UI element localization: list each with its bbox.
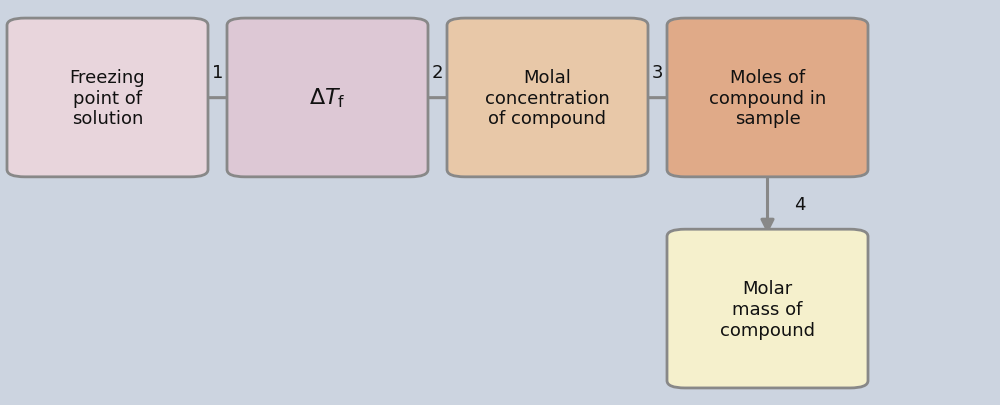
Text: 3: 3 — [652, 64, 663, 82]
Text: $\Delta T_\mathregular{f}$: $\Delta T_\mathregular{f}$ — [309, 87, 346, 110]
Text: Molar
mass of
compound: Molar mass of compound — [720, 279, 815, 339]
Text: Moles of
compound in
sample: Moles of compound in sample — [709, 69, 826, 128]
FancyBboxPatch shape — [227, 19, 428, 177]
Text: 4: 4 — [794, 196, 806, 213]
FancyBboxPatch shape — [667, 19, 868, 177]
FancyBboxPatch shape — [667, 230, 868, 388]
FancyBboxPatch shape — [447, 19, 648, 177]
Text: 1: 1 — [212, 64, 223, 82]
Text: Molal
concentration
of compound: Molal concentration of compound — [485, 69, 610, 128]
Text: Freezing
point of
solution: Freezing point of solution — [70, 69, 145, 128]
Text: 2: 2 — [432, 64, 443, 82]
FancyBboxPatch shape — [7, 19, 208, 177]
